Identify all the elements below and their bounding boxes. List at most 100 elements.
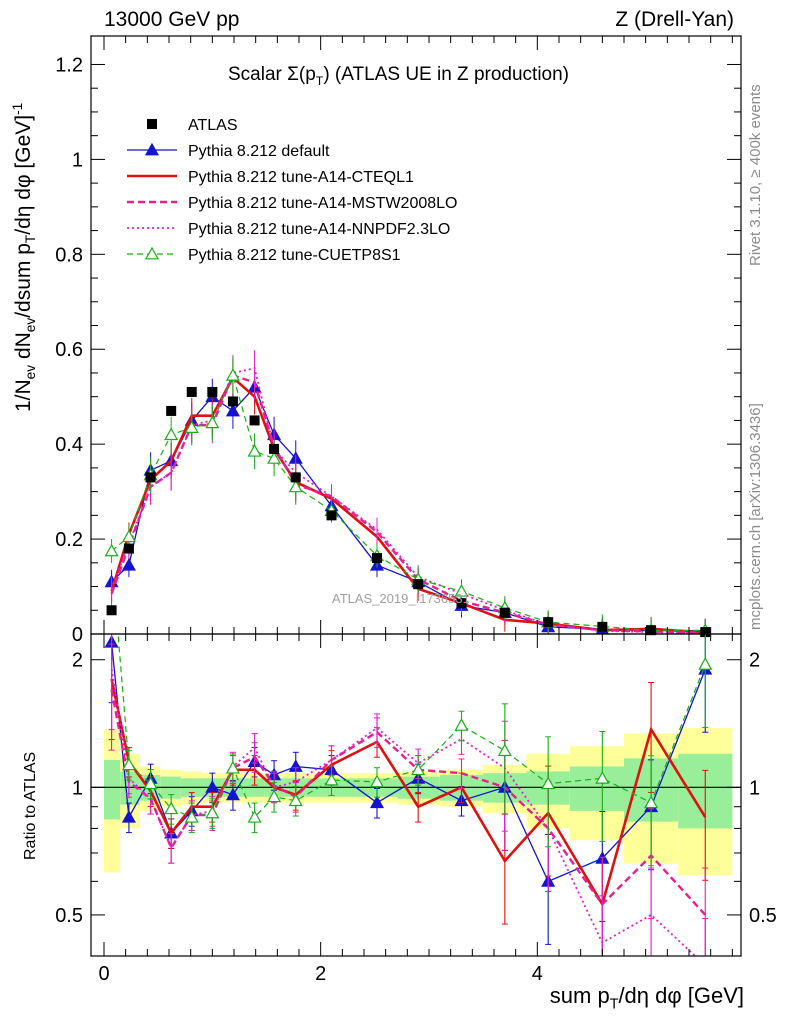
marker-5-4 bbox=[184, 420, 199, 433]
ratio-marker-4-18 bbox=[698, 657, 713, 670]
y-tick-label: 0.8 bbox=[55, 244, 83, 266]
marker-5-13 bbox=[454, 584, 469, 597]
data-point-12 bbox=[413, 579, 424, 590]
ratio-frame bbox=[90, 633, 742, 957]
ratio-marker-4-5 bbox=[205, 805, 220, 819]
data-point-9 bbox=[290, 472, 301, 483]
data-point-8 bbox=[269, 443, 280, 454]
title-sub: T bbox=[315, 73, 324, 88]
ratio-marker-4-17 bbox=[644, 795, 659, 809]
marker-5-1 bbox=[121, 529, 136, 543]
band-stat-16 bbox=[569, 766, 624, 811]
ratio-tick-label-left: 2 bbox=[72, 650, 83, 672]
marker-5-0 bbox=[104, 543, 119, 557]
legend-label-3: Pythia 8.212 tune-A14-MSTW2008LO bbox=[188, 195, 457, 212]
y-tick-label: 1 bbox=[72, 149, 83, 171]
y-tick-label: 0.6 bbox=[55, 339, 83, 361]
ticks bbox=[91, 36, 741, 956]
ylabel-sub-3: T bbox=[23, 234, 39, 244]
plot-title: Scalar Σ(pT) (ATLAS UE in Z production) bbox=[228, 64, 569, 88]
ratio-marker-4-13 bbox=[454, 718, 469, 731]
ratio-marker-0-11 bbox=[369, 795, 385, 809]
ylabel-part-4: /dη dφ [GeV] bbox=[12, 114, 35, 235]
legend-marker-5 bbox=[144, 246, 160, 260]
ylabel-part-1: 1/N bbox=[12, 379, 35, 412]
data-point-13 bbox=[456, 598, 467, 609]
ratio-marker-4-15 bbox=[541, 776, 556, 790]
x-tick-label: 2 bbox=[315, 963, 326, 985]
data-point-0 bbox=[106, 605, 117, 616]
watermark: ATLAS_2019_I1736531 bbox=[332, 591, 470, 606]
mcplots-label: mcplots.cern.ch [arXiv:1306.3436] bbox=[747, 403, 764, 630]
y-tick-label: 0 bbox=[72, 624, 83, 646]
x-tick-label: 4 bbox=[532, 963, 543, 985]
x-tick-label: 0 bbox=[98, 963, 109, 985]
ylabel-sup: -1 bbox=[10, 102, 25, 115]
ratio-series bbox=[104, 634, 713, 956]
x-axis-label: sum pT/dη dφ [GeV] bbox=[550, 983, 744, 1012]
data-point-17 bbox=[646, 625, 657, 636]
ratio-marker-4-2 bbox=[143, 776, 158, 790]
ylabel-part-2: dN bbox=[12, 332, 35, 365]
data-point-10 bbox=[326, 510, 337, 521]
legend-label-5: Pythia 8.212 tune-CUETP8S1 bbox=[188, 247, 401, 264]
ratio-marker-4-9 bbox=[288, 793, 303, 807]
y-axis-label-top: 1/Nev dNev/dsum pT/dη dφ [GeV]-1 bbox=[10, 103, 38, 412]
ylabel-part-3: /dsum p bbox=[12, 243, 35, 318]
rivet-label: Rivet 3.1.10, ≥ 400k events bbox=[747, 84, 764, 266]
ratio-marker-4-4 bbox=[184, 810, 199, 823]
data-point-6 bbox=[227, 396, 238, 407]
data-point-7 bbox=[249, 415, 260, 426]
data-point-14 bbox=[499, 607, 510, 618]
atlas-data bbox=[106, 386, 711, 638]
ratio-tick-label-right: 0.5 bbox=[749, 905, 777, 927]
data-point-15 bbox=[543, 617, 554, 628]
legend-marker-atlas bbox=[147, 119, 157, 129]
data-point-3 bbox=[166, 405, 177, 416]
legend-label-4: Pythia 8.212 tune-A14-NNPDF2.3LO bbox=[188, 221, 450, 238]
ratio-marker-4-10 bbox=[324, 772, 339, 786]
legend-label-1: Pythia 8.212 default bbox=[188, 143, 330, 160]
ratio-marker-4-6 bbox=[225, 760, 240, 774]
ratio-marker-4-1 bbox=[121, 757, 136, 771]
data-point-4 bbox=[186, 386, 197, 397]
y-tick-label: 1.2 bbox=[55, 54, 83, 76]
title-main: Scalar Σ(p bbox=[228, 64, 316, 85]
y-tick-label: 0.4 bbox=[55, 434, 83, 456]
data-point-5 bbox=[207, 386, 218, 397]
ylabel-sub-1: ev bbox=[23, 364, 39, 380]
xlabel-sub: T bbox=[609, 996, 619, 1013]
ratio-tick-label-left: 1 bbox=[72, 777, 83, 799]
legend: ATLAS Pythia 8.212 default Pythia 8.212 tu… bbox=[127, 117, 457, 264]
ratio-tick-label-right: 1 bbox=[749, 777, 760, 799]
ratio-marker-4-12 bbox=[411, 762, 426, 776]
ratio-tick-label-left: 0.5 bbox=[55, 905, 83, 927]
ratio-marker-4-3 bbox=[164, 801, 179, 815]
marker-5-8 bbox=[267, 451, 282, 464]
ratio-marker-4-7 bbox=[247, 810, 262, 823]
ratio-marker-4-11 bbox=[369, 774, 385, 788]
ratio-marker-0-1 bbox=[121, 810, 136, 823]
y-tick-label: 0.2 bbox=[55, 529, 83, 551]
xlabel-tail: /dη dφ [GeV] bbox=[618, 983, 744, 1008]
ratio-marker-4-16 bbox=[595, 771, 610, 784]
data-point-1 bbox=[123, 543, 134, 554]
marker-5-7 bbox=[247, 444, 262, 457]
marker-5-9 bbox=[288, 479, 303, 493]
tick-labels: 0 2 4 0 0.2 0.4 0.6 0.8 1 1.2 0.5 0.5 1 1 2 2 bbox=[55, 54, 777, 985]
header-right: Z (Drell-Yan) bbox=[615, 8, 734, 31]
title-tail: ) (ATLAS UE in Z production) bbox=[323, 64, 570, 85]
band-stat-0 bbox=[104, 760, 121, 820]
data-point-2 bbox=[145, 472, 156, 483]
data-point-11 bbox=[372, 553, 382, 564]
header-left: 13000 GeV pp bbox=[104, 8, 240, 31]
xlabel-main: sum p bbox=[549, 983, 610, 1008]
legend-label-2: Pythia 8.212 tune-A14-CTEQL1 bbox=[188, 169, 414, 186]
marker-1-1 bbox=[121, 557, 136, 571]
marker-5-5 bbox=[205, 415, 220, 429]
ratio-4 bbox=[117, 634, 713, 867]
legend-marker-1 bbox=[144, 142, 160, 156]
ratio-marker-4-8 bbox=[267, 789, 282, 803]
ratio-tick-label-right: 2 bbox=[749, 650, 760, 672]
